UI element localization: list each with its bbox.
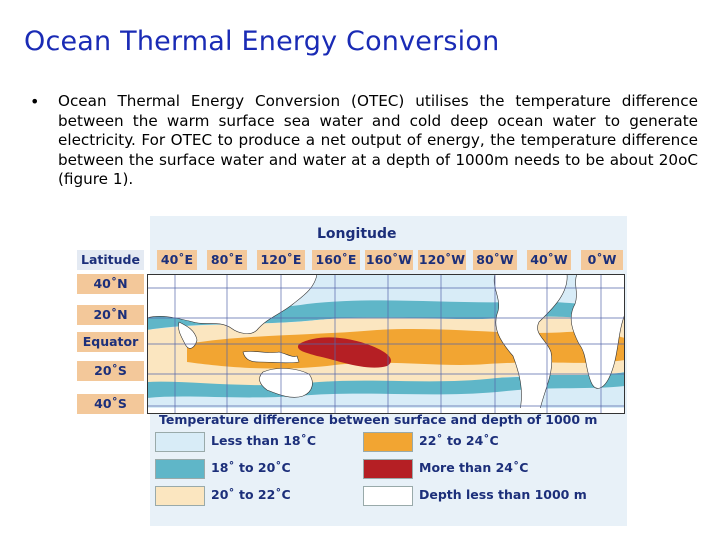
longitude-label: 80˚W [473,250,517,270]
latitude-label: 20˚S [77,361,144,381]
world-temperature-map [147,274,625,414]
legend-label: Depth less than 1000 m [419,487,587,502]
latitude-title: Latitude [77,250,144,270]
land-africa-europe [570,274,625,389]
latitude-label: 40˚N [77,274,144,294]
longitude-label: 0˚W [581,250,623,270]
longitude-label: 160˚W [365,250,413,270]
bullet-text: Ocean Thermal Energy Conversion (OTEC) u… [58,92,698,188]
otec-figure: Longitude 40˚E 80˚E 120˚E 160˚E 160˚W 12… [77,216,627,526]
legend-swatch [363,486,413,506]
legend-label: 20˚ to 22˚C [211,487,291,502]
band-over-24 [297,337,392,368]
longitude-label: 120˚W [418,250,466,270]
legend-label: Less than 18˚C [211,433,317,448]
legend-swatch [155,486,205,506]
land-antarctica-edge [147,408,625,414]
bullet-marker: • [30,92,40,111]
legend-swatch [363,459,413,479]
map-gridlines [147,274,625,414]
latitude-label: 40˚S [77,394,144,414]
legend-title: Temperature difference between surface a… [159,412,598,427]
legend-swatch [155,459,205,479]
longitude-label: 40˚E [157,250,197,270]
longitude-title: Longitude [317,226,397,242]
legend-swatch [363,432,413,452]
teal-band-south [147,372,625,398]
legend-swatch [155,432,205,452]
slide-title: Ocean Thermal Energy Conversion [24,26,500,57]
longitude-label: 80˚E [207,250,247,270]
legend-label: 22˚ to 24˚C [419,433,499,448]
map-frame [147,274,625,414]
land-asia [147,274,318,334]
latitude-label: 20˚N [77,305,144,325]
land-indonesia [242,351,300,364]
land-australia [259,368,313,398]
longitude-label: 120˚E [257,250,305,270]
longitude-label: 40˚W [527,250,571,270]
land-india [178,321,198,349]
latitude-label: Equator [77,332,144,352]
legend-label: More than 24˚C [419,460,529,475]
legend-label: 18˚ to 20˚C [211,460,291,475]
longitude-label: 160˚E [312,250,360,270]
